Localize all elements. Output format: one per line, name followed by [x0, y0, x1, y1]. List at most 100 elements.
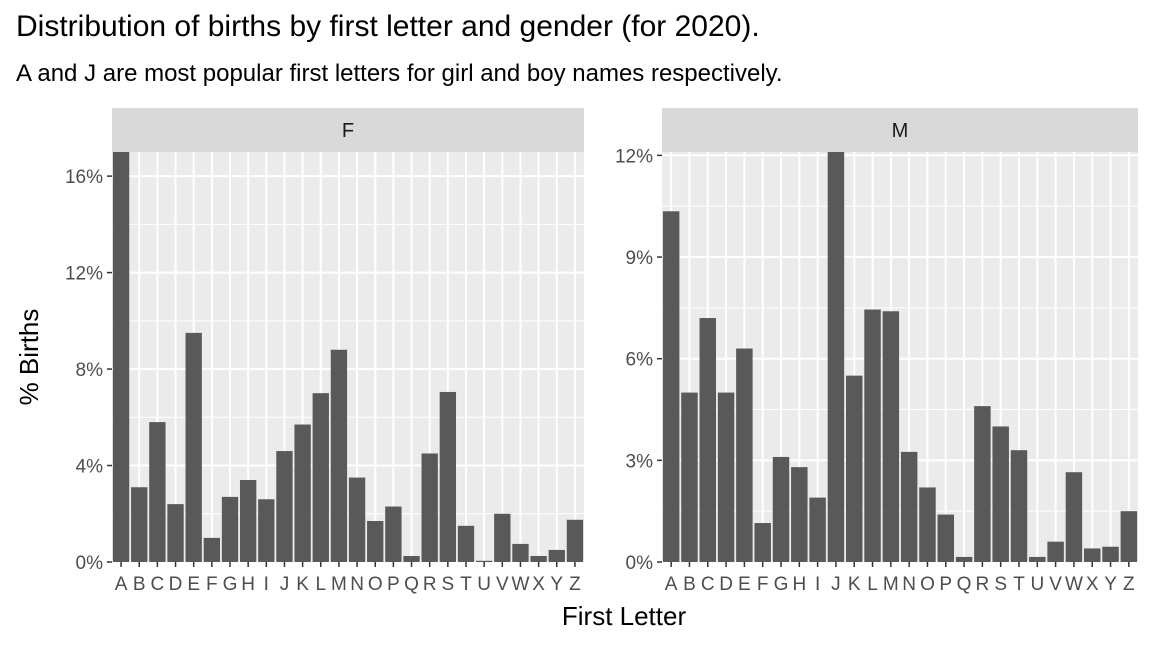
x-tick-label: S: [442, 574, 455, 595]
bar-f-j: [276, 451, 293, 562]
bar-f-r: [421, 453, 438, 562]
x-tick-label: V: [1049, 574, 1062, 595]
bar-m-q: [955, 556, 973, 562]
bar-m-r: [974, 406, 991, 562]
panel-background: [112, 152, 584, 562]
y-tick-label: 0%: [76, 553, 104, 574]
y-tick-label: 16%: [65, 167, 103, 188]
x-tick-label: I: [815, 574, 820, 595]
bar-f-z: [566, 519, 584, 562]
x-tick-label: T: [1013, 574, 1025, 595]
chart-subtitle: A and J are most popular first letters f…: [16, 60, 783, 87]
x-tick-label: S: [994, 574, 1007, 595]
bar-m-p: [937, 514, 955, 562]
bar-m-t: [1010, 450, 1028, 562]
x-tick-label: K: [296, 574, 309, 595]
bar-f-h: [239, 480, 257, 562]
bar-f-e: [185, 332, 202, 562]
y-tick-label: 12%: [65, 264, 103, 285]
bar-m-o: [919, 487, 936, 562]
bar-f-k: [294, 424, 311, 562]
x-tick-label: E: [738, 574, 751, 595]
x-tick-label: K: [848, 574, 861, 595]
bar-f-a: [112, 152, 130, 562]
bar-m-y: [1102, 546, 1119, 562]
x-axis-title: First Letter: [562, 601, 687, 631]
x-tick-label: G: [774, 574, 789, 595]
facet-strip: [112, 108, 584, 152]
bar-f-v: [494, 513, 511, 562]
facet-strip-label: M: [892, 120, 909, 142]
bar-m-g: [772, 456, 790, 562]
x-tick-label: R: [423, 574, 437, 595]
bar-f-g: [221, 496, 239, 562]
bar-f-n: [348, 477, 366, 562]
x-tick-label: X: [532, 574, 545, 595]
bar-m-e: [736, 348, 753, 562]
x-tick-label: V: [496, 574, 509, 595]
x-tick-label: D: [169, 574, 183, 595]
bar-m-m: [882, 311, 900, 562]
y-tick-label: 12%: [615, 146, 653, 167]
bar-f-t: [457, 525, 475, 562]
x-tick-label: J: [831, 574, 841, 595]
x-tick-label: T: [460, 574, 472, 595]
x-tick-label: L: [867, 574, 878, 595]
y-tick-label: 6%: [626, 350, 654, 371]
bar-m-c: [699, 318, 717, 562]
bar-m-a: [662, 211, 680, 562]
x-tick-label: Y: [1104, 574, 1117, 595]
y-tick-label: 0%: [626, 553, 654, 574]
x-tick-label: Q: [957, 574, 972, 595]
bar-f-c: [149, 422, 166, 562]
bar-m-z: [1120, 511, 1138, 562]
x-tick-label: U: [1030, 574, 1044, 595]
bar-m-w: [1065, 472, 1083, 562]
x-tick-label: R: [976, 574, 990, 595]
x-tick-label: O: [920, 574, 935, 595]
bar-m-h: [791, 467, 808, 562]
x-tick-label: B: [683, 574, 696, 595]
bar-m-n: [900, 451, 918, 562]
y-tick-label: 8%: [76, 360, 104, 381]
x-tick-label: P: [387, 574, 400, 595]
facet-strip: [662, 108, 1138, 152]
y-tick-label: 9%: [626, 248, 654, 269]
bar-f-f: [203, 537, 221, 562]
bar-f-b: [131, 487, 148, 562]
x-tick-label: U: [477, 574, 491, 595]
x-tick-label: W: [511, 574, 529, 595]
x-tick-label: E: [187, 574, 200, 595]
bar-f-m: [330, 349, 348, 562]
bar-f-q: [403, 555, 420, 562]
bar-f-p: [385, 506, 402, 562]
bar-m-s: [992, 426, 1009, 562]
x-tick-label: G: [223, 574, 238, 595]
bar-f-d: [167, 504, 184, 562]
x-tick-label: C: [701, 574, 715, 595]
x-tick-label: C: [151, 574, 165, 595]
x-tick-label: Z: [569, 574, 581, 595]
bar-m-i: [809, 497, 826, 562]
bar-m-x: [1083, 548, 1101, 562]
bar-m-f: [754, 523, 771, 562]
x-tick-label: H: [241, 574, 255, 595]
bar-f-x: [530, 555, 547, 562]
x-tick-label: I: [264, 574, 269, 595]
x-tick-label: F: [206, 574, 218, 595]
facet-panels: F0%4%8%12%16%A B C D E F G H I J K L M N O P Q R S T U V W X Y ZM…: [65, 108, 1138, 595]
bar-f-s: [439, 391, 457, 562]
x-tick-label: Y: [550, 574, 563, 595]
x-tick-label: O: [368, 574, 383, 595]
x-tick-label: M: [331, 574, 347, 595]
y-axis-title: % Births: [14, 309, 44, 406]
x-tick-label: P: [939, 574, 952, 595]
bar-m-l: [864, 309, 881, 562]
x-tick-label: H: [792, 574, 806, 595]
bar-f-w: [512, 543, 529, 562]
bar-f-o: [367, 521, 384, 562]
x-tick-label: N: [902, 574, 916, 595]
bar-f-y: [548, 549, 565, 562]
y-tick-label: 4%: [76, 457, 104, 478]
